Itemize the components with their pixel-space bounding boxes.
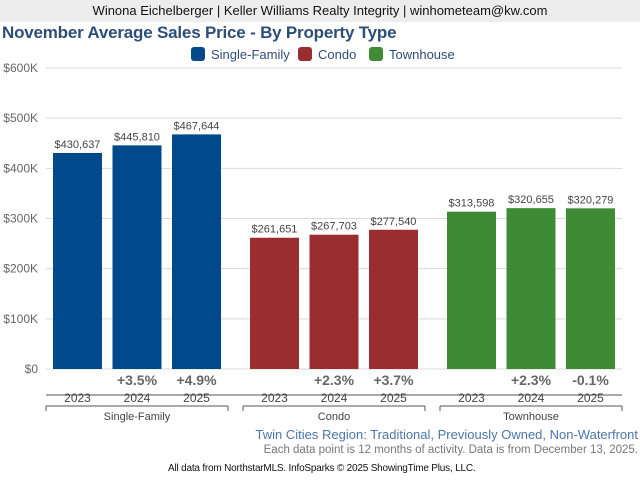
bar-townhouse-2024 <box>506 208 556 369</box>
y-tick-label: $600K <box>3 61 38 75</box>
x-tick-label: 2023 <box>261 391 288 405</box>
data-label: $445,810 <box>114 131 160 143</box>
chart-title: November Average Sales Price - By Proper… <box>2 23 397 42</box>
group-label-townhouse: Townhouse <box>503 411 559 423</box>
pct-change-label: +3.7% <box>373 372 414 388</box>
legend-item-single-family[interactable]: Single-Family <box>191 45 290 63</box>
data-label: $313,598 <box>449 198 495 210</box>
bar-condo-2025 <box>369 229 418 369</box>
data-label: $430,637 <box>55 139 101 151</box>
pct-change-label: -0.1% <box>572 372 609 388</box>
x-tick-label: 2024 <box>321 391 348 405</box>
x-tick-label: 2023 <box>64 391 91 405</box>
data-label: $467,644 <box>174 120 220 132</box>
bar-single-family-2023 <box>53 152 102 369</box>
x-tick-label: 2024 <box>518 391 545 405</box>
data-label: $261,651 <box>252 224 298 236</box>
y-tick-label: $500K <box>3 111 38 125</box>
x-tick-label: 2024 <box>124 391 151 405</box>
data-note: Each data point is 12 months of activity… <box>263 444 638 456</box>
data-source: All data from NorthstarMLS. InfoSparks ©… <box>168 463 476 474</box>
y-tick-label: $300K <box>3 212 38 226</box>
legend-label: Single-Family <box>211 46 290 62</box>
data-label: $320,279 <box>568 194 614 206</box>
chart-legend: Single-Family Condo Townhouse <box>0 45 640 63</box>
data-label: $267,703 <box>311 221 357 233</box>
bar-condo-2023 <box>250 237 299 369</box>
pct-change-label: +3.5% <box>117 372 158 388</box>
y-tick-label: $0 <box>25 362 39 376</box>
pct-change-label: +2.3% <box>314 372 355 388</box>
x-tick-label: 2025 <box>183 391 210 405</box>
legend-label: Condo <box>318 46 357 62</box>
legend-item-townhouse[interactable]: Townhouse <box>369 45 455 63</box>
data-label: $277,540 <box>371 216 417 228</box>
legend-swatch-single-family <box>191 47 205 61</box>
bar-single-family-2025 <box>172 134 221 369</box>
bar-condo-2024 <box>309 234 359 369</box>
x-tick-label: 2023 <box>458 391 485 405</box>
y-tick-label: $100K <box>3 312 38 326</box>
legend-label: Townhouse <box>389 46 455 62</box>
bar-townhouse-2025 <box>566 208 615 369</box>
bar-single-family-2024 <box>112 145 162 369</box>
region-filter-text: Twin Cities Region: Traditional, Previou… <box>255 427 638 442</box>
y-tick-label: $200K <box>3 262 38 276</box>
y-tick-label: $400K <box>3 161 38 175</box>
pct-change-label: +4.9% <box>176 372 217 388</box>
legend-item-condo[interactable]: Condo <box>298 45 356 63</box>
data-label: $320,655 <box>508 194 554 206</box>
legend-swatch-townhouse <box>369 47 383 61</box>
agent-contact-bar: Winona Eichelberger | Keller Williams Re… <box>0 0 640 22</box>
legend-swatch-condo <box>298 47 312 61</box>
bar-townhouse-2023 <box>447 211 496 369</box>
x-tick-label: 2025 <box>577 391 604 405</box>
group-label-condo: Condo <box>318 411 350 423</box>
pct-change-label: +2.3% <box>511 372 552 388</box>
x-tick-label: 2025 <box>380 391 407 405</box>
group-label-single-family: Single-Family <box>104 411 171 423</box>
